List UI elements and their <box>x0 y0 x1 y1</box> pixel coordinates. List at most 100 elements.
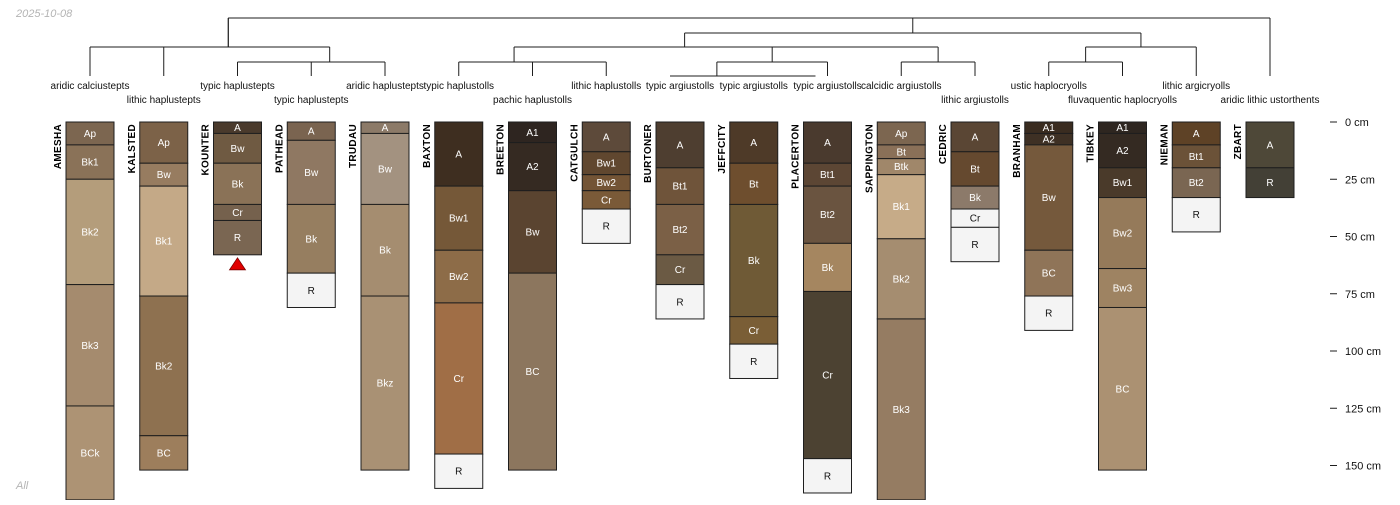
horizon-bk <box>729 203 779 318</box>
classification-label: lithic haplustolls <box>571 81 641 92</box>
axis-tick-label: 75 cm <box>1345 289 1375 301</box>
classification-label: typic haplustepts <box>200 81 275 92</box>
horizon-label: A <box>1267 140 1274 151</box>
horizon-label: A <box>234 123 241 134</box>
horizon-label: Bw <box>231 144 246 155</box>
horizon-label: Bw2 <box>1113 229 1133 240</box>
classification-label: typic argiustolls <box>793 81 861 92</box>
horizon-label: BC <box>1042 269 1056 280</box>
horizon-bk1 <box>65 144 115 180</box>
horizon-bw <box>213 132 262 164</box>
profile-cedric: A Bt Bk Cr R CEDRIC <box>938 121 1000 263</box>
horizon-r <box>286 272 336 308</box>
horizon-label: R <box>308 286 315 297</box>
horizon-cr <box>729 316 779 345</box>
horizon-label: Bt1 <box>672 182 687 193</box>
horizon-label: Bk2 <box>81 227 99 238</box>
date-label: 2025-10-08 <box>16 8 73 20</box>
horizon-bw <box>508 190 557 274</box>
horizon-bk1 <box>139 185 189 297</box>
profile-nieman: A Bt1 Bt2 R NIEMAN <box>1159 121 1221 233</box>
horizon-label: A2 <box>526 162 539 173</box>
horizon-bt <box>950 151 1000 187</box>
horizon-bk2 <box>65 178 115 286</box>
horizon-cr <box>434 302 484 455</box>
axis-tick-label: 100 cm <box>1345 346 1381 358</box>
profile-name: CEDRIC <box>938 124 949 164</box>
horizon-bc <box>1098 306 1147 471</box>
horizon-label: Cr <box>232 208 243 219</box>
profile-name: JEFFCITY <box>717 124 728 174</box>
horizon-label: Bk2 <box>893 274 911 285</box>
profile-kalsted: Ap Bw Bk1 Bk2 BC KALSTED <box>127 121 189 471</box>
classification-label: aridic lithic ustorthents <box>1221 95 1320 106</box>
horizon-label: Cr <box>970 214 981 225</box>
horizon-label: A <box>308 127 315 138</box>
horizon-label: A <box>382 123 389 134</box>
horizon-label: Bt <box>749 179 759 190</box>
horizon-label: Bt1 <box>820 170 835 181</box>
horizon-label: Bt <box>897 147 907 158</box>
horizon-bk3 <box>65 284 115 407</box>
profile-trudau: A Bw Bk Bkz TRUDAU <box>348 121 410 471</box>
horizon-label: Bk <box>822 263 835 274</box>
profile-tibkey: A1 A2 Bw1 Bw2 Bw3 BC TIBKEY <box>1086 121 1147 471</box>
horizon-label: Cr <box>601 195 612 206</box>
classification-label: typic argiustolls <box>720 81 788 92</box>
horizon-bc <box>508 272 557 471</box>
profile-name: BURTONER <box>643 124 654 183</box>
horizon-label: Cr <box>822 371 833 382</box>
profile-kounter: A Bw Bk Cr R KOUNTER <box>201 121 262 271</box>
horizon-bw <box>1024 144 1074 251</box>
horizon-label: R <box>603 222 610 233</box>
truncation-marker <box>228 257 247 271</box>
classification-label: typic haplustolls <box>423 81 494 92</box>
horizon-a <box>803 121 852 164</box>
horizon-label: Bt1 <box>1189 152 1204 163</box>
horizon-label: A1 <box>526 128 539 139</box>
horizon-label: R <box>234 233 241 244</box>
profile-zbart: A R ZBART <box>1233 121 1295 199</box>
axis-tick-label: 125 cm <box>1345 403 1381 415</box>
horizon-label: A <box>1193 129 1200 140</box>
horizon-label: Bkz <box>377 379 394 390</box>
classification-labels: aridic calciustepts lithic haplustepts typ… <box>51 81 1320 106</box>
classification-label: aridic calciustepts <box>51 81 130 92</box>
horizon-bt2 <box>655 203 705 256</box>
profile-name: NIEMAN <box>1159 124 1170 165</box>
horizon-label: A <box>972 132 979 143</box>
horizon-ap <box>139 121 189 164</box>
horizon-label: R <box>1045 309 1052 320</box>
profile-burtoner: A Bt1 Bt2 Cr R BURTONER <box>643 121 705 320</box>
horizon-label: Bw3 <box>1113 284 1133 295</box>
horizon-label: Bw2 <box>597 178 617 189</box>
dendrogram <box>89 17 1271 77</box>
horizon-label: Bk1 <box>81 158 99 169</box>
horizon-label: A1 <box>1043 123 1056 134</box>
horizon-label: Bw <box>304 168 319 179</box>
horizon-label: Bw <box>157 170 172 181</box>
classification-label: lithic haplustepts <box>127 95 201 106</box>
axis-tick-label: 50 cm <box>1345 232 1375 244</box>
profile-pathead: A Bw Bk R PATHEAD <box>274 121 336 308</box>
horizon-label: BCk <box>81 448 101 459</box>
classification-label: calcidic argiustolls <box>861 81 942 92</box>
profile-name: BREETON <box>496 124 507 175</box>
horizon-r <box>803 458 852 494</box>
profile-name: ZBART <box>1233 124 1244 159</box>
profile-sappington: Ap Bt Btk Bk1 Bk2 Bk3 SAPPINGTON <box>864 121 926 501</box>
horizon-r <box>213 219 262 256</box>
horizon-label: Bt2 <box>1189 178 1204 189</box>
profile-baxton: A Bw1 Bw2 Cr R BAXTON <box>422 121 484 489</box>
horizon-r <box>434 453 484 489</box>
horizon-a <box>581 121 631 153</box>
horizon-label: Ap <box>84 129 97 140</box>
horizon-a2 <box>1098 132 1147 169</box>
depth-axis: 0 cm 25 cm 50 cm 75 cm 100 cm 125 cm 150 cm <box>1330 117 1381 473</box>
horizon-label: Bw1 <box>449 214 469 225</box>
classification-label: aridic haplustepts <box>346 81 424 92</box>
profile-jeffcity: A Bt Bk Cr R JEFFCITY <box>717 121 779 379</box>
